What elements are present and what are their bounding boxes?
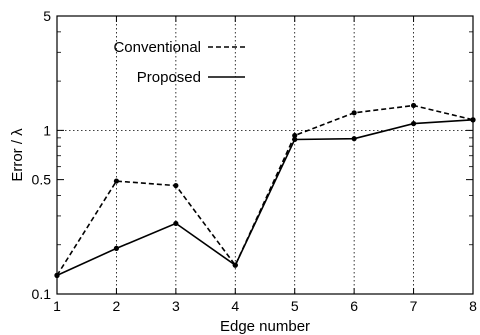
data-point-proposed bbox=[113, 245, 120, 251]
axis-ticks: 1 2 3 4 5 6 7 8 0.1 0.5 1 5 bbox=[32, 8, 478, 314]
data-point-conventional bbox=[351, 110, 357, 116]
legend-label-conventional: Conventional bbox=[113, 39, 201, 56]
x-tick-label: 6 bbox=[350, 298, 358, 314]
x-axis-label: Edge number bbox=[220, 318, 310, 335]
data-point-conventional bbox=[113, 178, 120, 184]
y-tick-label: 0.5 bbox=[32, 172, 52, 188]
data-point-conventional bbox=[292, 132, 298, 139]
series-line-conventional bbox=[56, 104, 474, 276]
data-point-proposed bbox=[410, 120, 417, 127]
legend-label-proposed: Proposed bbox=[137, 69, 201, 86]
x-tick-label: 4 bbox=[231, 298, 239, 314]
series-line-proposed bbox=[56, 119, 474, 277]
x-tick-label: 5 bbox=[291, 298, 299, 314]
y-tick-label: 0.1 bbox=[32, 286, 52, 302]
x-tick-label: 8 bbox=[469, 298, 477, 314]
data-point-conventional bbox=[173, 182, 179, 189]
data-point-proposed bbox=[292, 136, 298, 143]
x-tick-label: 3 bbox=[172, 298, 180, 314]
y-tick-label: 5 bbox=[43, 8, 51, 24]
series-layer bbox=[54, 102, 476, 278]
legend: Conventional Proposed bbox=[113, 39, 245, 86]
data-point-proposed bbox=[351, 136, 357, 142]
data-point-conventional bbox=[410, 102, 417, 109]
y-tick-label: 1 bbox=[43, 122, 51, 138]
x-tick-label: 7 bbox=[410, 298, 418, 314]
data-point-proposed bbox=[232, 262, 238, 268]
x-tick-label: 1 bbox=[53, 298, 61, 314]
grid-lines bbox=[57, 16, 473, 294]
x-tick-label: 2 bbox=[113, 298, 121, 314]
plot-frame bbox=[56, 15, 474, 295]
data-point-proposed bbox=[173, 220, 179, 227]
y-axis-label: Error / λ bbox=[9, 128, 26, 182]
